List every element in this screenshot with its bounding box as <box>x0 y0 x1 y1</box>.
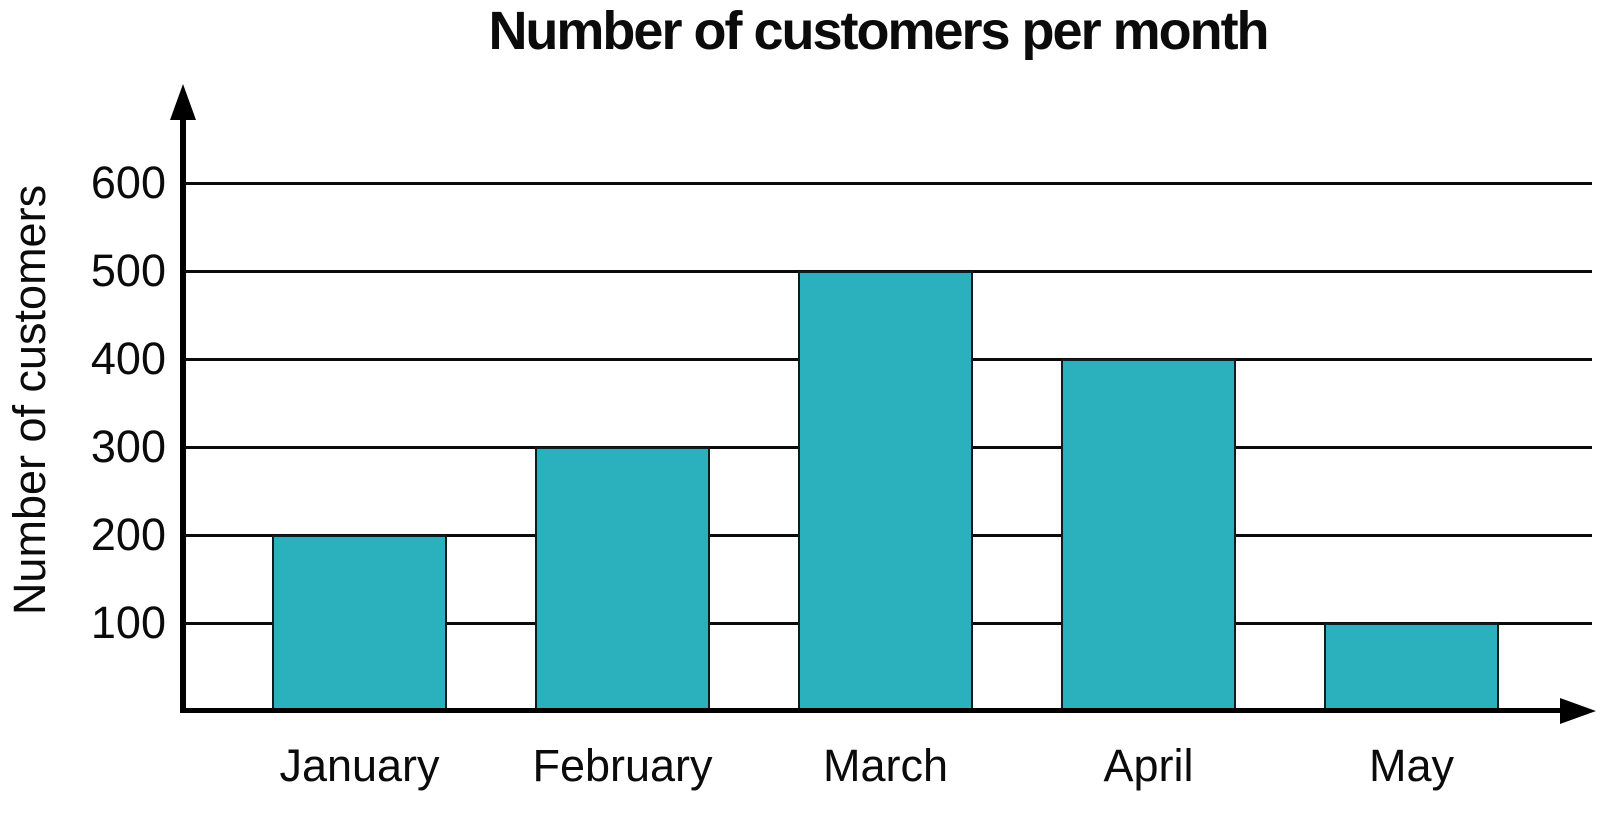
y-tick-label: 300 <box>90 421 166 472</box>
x-axis-line <box>180 708 1568 713</box>
y-axis-arrow-icon <box>170 84 196 120</box>
gridline <box>183 181 1592 185</box>
x-category-label: March <box>822 740 949 791</box>
chart-title: Number of customers per month <box>488 1 1269 61</box>
y-axis-line <box>180 105 186 713</box>
y-tick-label: 600 <box>90 157 166 208</box>
x-category-label: April <box>1103 740 1194 791</box>
y-tick-label: 500 <box>90 245 166 296</box>
x-category-label: February <box>532 740 713 791</box>
bar-march <box>798 271 973 711</box>
y-tick-label: 400 <box>90 333 166 384</box>
y-tick-label: 100 <box>90 597 166 648</box>
y-tick-label: 200 <box>90 509 166 560</box>
bar-january <box>272 535 447 711</box>
bar-february <box>535 447 710 711</box>
bar-april <box>1061 359 1236 711</box>
x-axis-arrow-icon <box>1560 698 1596 724</box>
x-category-label: May <box>1368 740 1454 791</box>
bar-may <box>1324 623 1499 711</box>
x-category-label: January <box>279 740 440 791</box>
